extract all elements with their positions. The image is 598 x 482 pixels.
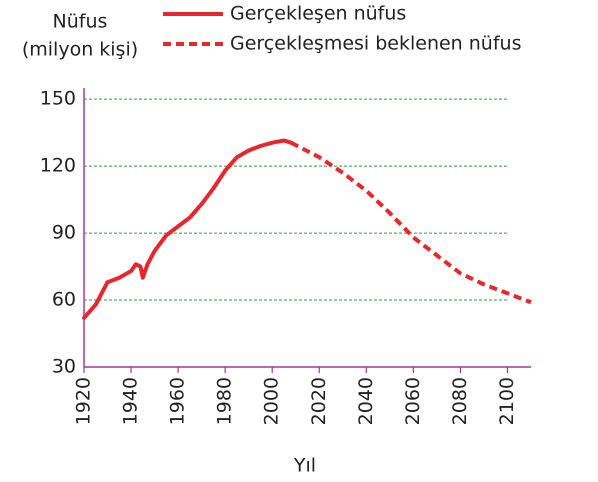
y-tick-label: 90 [52,222,76,244]
y-tick-label: 60 [52,289,76,311]
x-tick-label: 2060 [402,377,424,425]
x-tick-label: 2000 [261,377,283,425]
y-tick-label: 150 [40,88,76,110]
x-tick-label: 1960 [167,377,189,425]
legend-label: Gerçekleşmesi beklenen nüfus [230,33,521,55]
y-axis-label: Nüfus [53,11,108,33]
x-axis-label: Yıl [293,455,316,477]
x-tick-label: 2100 [496,377,518,425]
x-tick-label: 2040 [355,377,377,425]
y-tick-label: 30 [52,356,76,378]
x-tick-label: 1980 [214,377,236,425]
y-axis-label: (milyon kişi) [22,39,138,61]
series-line [290,140,532,305]
y-tick-label: 120 [40,155,76,177]
x-tick-label: 1920 [73,377,95,425]
x-tick-label: 2020 [308,377,330,425]
x-tick-label: 2080 [449,377,471,425]
x-tick-label: 1940 [120,377,142,425]
series-line [82,138,293,320]
legend-label: Gerçekleşen nüfus [230,3,406,25]
